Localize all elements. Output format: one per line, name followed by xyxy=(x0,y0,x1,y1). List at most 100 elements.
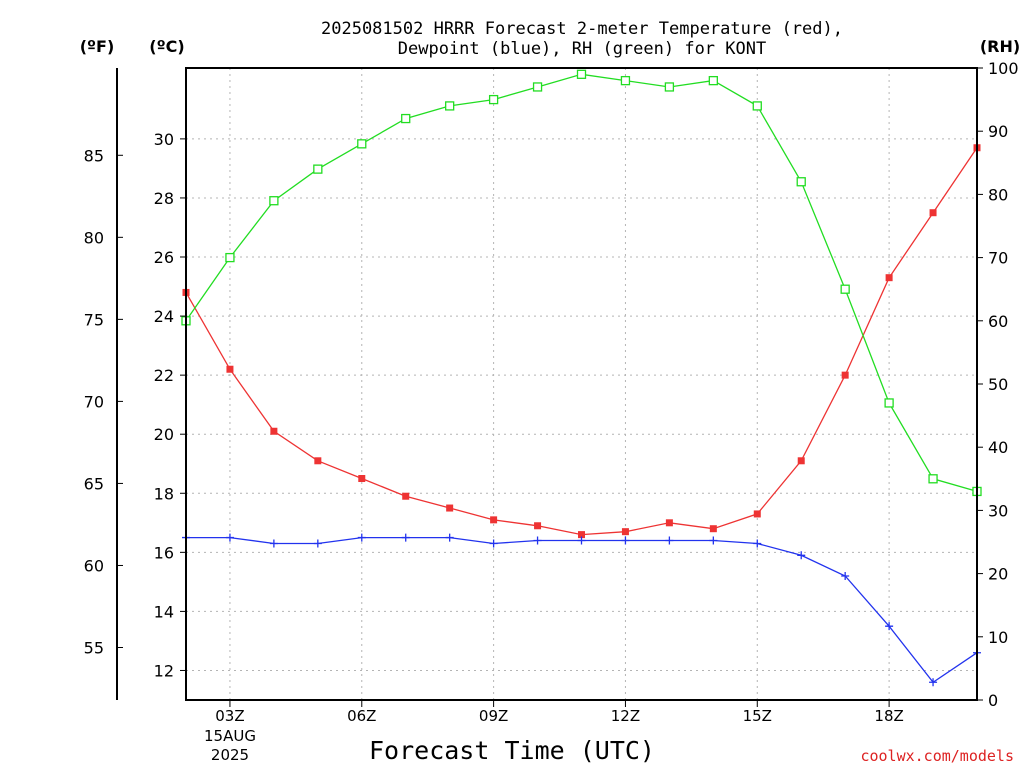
fahrenheit-tick-label: 85 xyxy=(84,146,104,165)
rh-tick-label: 40 xyxy=(988,438,1008,457)
dewpoint-point xyxy=(357,533,366,542)
dewpoint-point xyxy=(313,539,322,548)
dewpoint-point xyxy=(709,536,718,545)
dewpoint-point xyxy=(225,533,234,542)
temperature-point xyxy=(534,522,542,530)
rh-tick-label: 90 xyxy=(988,122,1008,141)
fahrenheit-tick-label: 65 xyxy=(84,474,104,493)
celsius-tick-label: 18 xyxy=(154,484,174,503)
rh-tick-label: 30 xyxy=(988,501,1008,520)
temperature-point xyxy=(270,427,278,435)
dewpoint-point xyxy=(665,536,674,545)
dewpoint-point xyxy=(753,539,762,548)
chart-title-line2: Dewpoint (blue), RH (green) for KONT xyxy=(398,39,766,59)
chart-title-line1: 2025081502 HRRR Forecast 2-meter Tempera… xyxy=(321,19,843,39)
axis-ticks: 03Z 06Z 09Z 12Z 15Z 18Z 12 14 16 18 20 22 24 26 28 30 55… xyxy=(84,59,1019,725)
temperature-point xyxy=(358,475,366,483)
x-tick-label: 12Z xyxy=(611,707,640,725)
celsius-tick-label: 28 xyxy=(154,189,174,208)
dewpoint-point xyxy=(841,571,850,580)
rh-point xyxy=(620,75,631,86)
rh-point xyxy=(313,164,323,174)
celsius-axis-label: (ºC) xyxy=(149,37,184,56)
fahrenheit-tick-label: 60 xyxy=(84,556,104,575)
dewpoint-point xyxy=(401,533,410,542)
fahrenheit-tick-label: 55 xyxy=(84,638,104,657)
temperature-point xyxy=(578,531,585,539)
rh-tick-label: 60 xyxy=(988,312,1008,331)
temperature-point xyxy=(314,457,322,465)
celsius-tick-label: 22 xyxy=(154,366,174,385)
fahrenheit-axis-label: (ºF) xyxy=(80,37,115,56)
rh-point xyxy=(840,284,850,294)
celsius-tick-label: 14 xyxy=(154,602,174,621)
dewpoint-point xyxy=(269,539,278,548)
temperature-point xyxy=(885,274,893,282)
rh-point xyxy=(928,474,938,484)
temperature-point xyxy=(753,510,761,518)
rh-point xyxy=(488,94,499,105)
dewpoint-point xyxy=(929,678,938,687)
rh-series-line xyxy=(185,73,978,493)
temperature-point xyxy=(402,492,410,500)
rh-point xyxy=(445,101,455,111)
celsius-tick-label: 26 xyxy=(154,248,174,267)
rh-point xyxy=(401,113,411,124)
celsius-tick-label: 24 xyxy=(154,307,174,326)
dewpoint-series-line xyxy=(186,536,978,684)
dewpoint-point xyxy=(489,539,498,548)
celsius-tick-label: 20 xyxy=(154,425,174,444)
rh-point xyxy=(752,101,762,111)
plot-frame xyxy=(185,67,978,701)
date-label-day: 15AUG xyxy=(204,727,256,745)
x-axis-title: Forecast Time (UTC) xyxy=(369,736,655,765)
credit-label: coolwx.com/models xyxy=(860,747,1014,765)
temperature-point xyxy=(621,528,629,536)
dewpoint-point xyxy=(797,551,806,560)
rh-point xyxy=(708,75,718,86)
rh-point xyxy=(884,398,894,408)
temperature-point xyxy=(797,457,805,465)
temperature-point xyxy=(226,365,234,373)
x-tick-label: 18Z xyxy=(874,707,903,725)
temperature-point xyxy=(709,525,717,533)
rh-tick-label: 0 xyxy=(988,691,998,710)
temperature-series-line xyxy=(185,147,978,536)
rh-point xyxy=(576,69,587,79)
rh-point xyxy=(357,139,367,149)
grid-lines xyxy=(186,68,977,700)
temperature-point xyxy=(665,519,673,527)
rh-tick-label: 80 xyxy=(988,185,1008,204)
celsius-tick-label: 16 xyxy=(154,543,174,562)
dewpoint-point xyxy=(445,533,454,542)
rh-point xyxy=(532,82,543,92)
date-label-year: 2025 xyxy=(211,746,249,764)
x-tick-label: 03Z xyxy=(215,707,244,725)
dewpoint-point xyxy=(577,536,586,545)
rh-tick-label: 100 xyxy=(988,59,1019,78)
rh-point xyxy=(664,82,675,92)
rh-tick-label: 70 xyxy=(988,249,1008,268)
x-tick-label: 15Z xyxy=(743,707,772,725)
temperature-point xyxy=(841,371,849,379)
x-tick-label: 06Z xyxy=(347,707,376,725)
fahrenheit-tick-label: 80 xyxy=(84,228,104,247)
fahrenheit-tick-label: 70 xyxy=(84,392,104,411)
temperature-point xyxy=(446,504,454,512)
rh-axis-label: (RH) xyxy=(980,37,1020,56)
celsius-tick-label: 12 xyxy=(154,661,174,680)
series-layer xyxy=(181,69,982,687)
rh-point xyxy=(225,252,235,263)
rh-tick-label: 10 xyxy=(988,628,1008,647)
dewpoint-point xyxy=(533,536,542,545)
temperature-point xyxy=(929,209,937,217)
rh-point xyxy=(269,196,279,206)
dewpoint-point xyxy=(621,536,630,545)
rh-point xyxy=(796,177,806,187)
fahrenheit-tick-label: 75 xyxy=(84,310,104,329)
x-tick-label: 09Z xyxy=(479,707,508,725)
temperature-point xyxy=(490,516,498,524)
celsius-tick-label: 30 xyxy=(154,130,174,149)
rh-tick-label: 50 xyxy=(988,375,1008,394)
